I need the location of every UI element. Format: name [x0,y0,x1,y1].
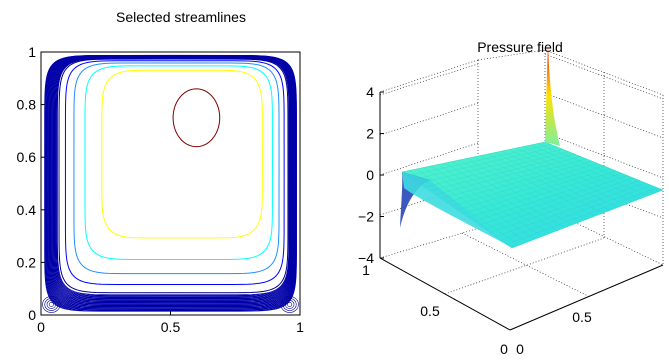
pressure-z-tick-label: 2 [366,126,374,142]
pressure-panel: Pressure field [358,39,664,357]
mesh-line [484,177,634,230]
pressure-z-tick-label: −4 [358,250,374,266]
mesh-line [516,147,633,202]
streamline-contour [56,58,290,297]
streamline-contour [49,56,294,305]
x-axis-line [379,257,511,331]
streamline-contour [46,55,296,309]
streamlines-y-tick-label: 0.8 [17,97,37,113]
mesh-line [487,153,603,214]
surface-peak [545,44,560,146]
grid-z4-left [379,63,479,96]
secondary-eddy [42,296,61,313]
pressure-z-tick-label: 0 [366,167,374,183]
mesh-line [502,150,618,208]
streamline-contour [45,55,296,310]
secondary-eddy [284,300,295,309]
pressure-z-tick-label: −2 [358,209,374,225]
secondary-eddy [280,296,299,313]
streamline-contour [50,56,294,304]
streamline-contour [44,55,297,312]
streamlines-title: Selected streamlines [116,9,246,25]
streamlines-y-tick-label: 0.4 [17,202,37,218]
streamline-contour [54,57,291,299]
pressure-x-tick-label: 0.5 [572,309,592,325]
streamline-contour [51,56,293,303]
streamline-contour [52,57,292,301]
streamline-contour [101,69,263,239]
streamlines-y-tick-label: 0.6 [17,149,37,165]
streamlines-x-tick-label: 1 [296,319,304,335]
streamline-contour [53,57,292,300]
mesh-line [537,143,656,194]
mesh-line [467,170,616,218]
grid-z0-left [379,142,479,176]
back-top-left [379,59,479,93]
streamlines-y-tick-label: 0.2 [17,254,37,270]
pressure-y-tick-label: 1 [362,262,370,278]
mesh-line [523,146,641,199]
y-axis-line [509,264,664,331]
pressure-y-ticks: 00.51 [362,262,524,357]
streamlines-y-tick-label: 0 [28,307,36,323]
secondary-eddy [44,298,59,311]
mesh-line [495,182,646,237]
pressure-surface [400,44,664,249]
mesh-line [456,165,605,211]
secondary-eddy [48,302,54,307]
grid-z2-right [544,92,664,139]
mesh-line [473,173,622,222]
streamline-contour [46,55,296,309]
floor-grid-x [444,237,605,295]
mesh-line [500,185,652,241]
mesh-line [494,152,611,211]
streamlines-x-tick-label: 0.5 [161,319,181,335]
pressure-y-tick-label: 0.5 [420,303,440,319]
streamline-contour [51,56,293,303]
back-top-right [477,49,546,61]
mesh-line [530,144,648,196]
pressure-z-tick-label: 4 [366,84,374,100]
pressure-z-ticks: −4 −2 0 2 4 [358,84,384,266]
grid-z0-right [544,132,664,179]
mesh-line [506,187,658,245]
streamlines-panel: Selected streamlines 0 0.5 1 00.20.40.60.8… [17,9,305,335]
mesh-line [478,175,628,226]
streamlines-y-ticks: 0 0.2 0.4 0.6 0.8 1 [17,44,45,323]
streamline-contour [84,65,273,260]
streamline-contour [54,57,291,299]
pressure-y-tick-label: 0 [516,341,524,357]
surface-mesh [407,143,658,246]
streamline-contour [58,58,289,294]
streamline-contour [55,57,291,297]
streamline-contour [64,60,285,286]
streamline-contour [52,56,293,302]
mesh-line [509,149,626,205]
streamline-contours [42,54,299,313]
streamline-contour [49,56,294,305]
streamlines-y-tick-label: 1 [28,44,36,60]
streamline-contour [50,56,294,304]
pressure-x-tick-label: 0 [500,341,508,357]
streamline-contour [55,57,291,298]
streamline-contour [172,88,221,148]
streamline-contour [73,62,280,275]
pressure-x-ticks: 00.5 [500,309,592,357]
streamline-contour [52,57,292,301]
mesh-line [480,155,596,217]
streamline-contour [53,57,292,300]
grid-z2-left [379,102,479,136]
mesh-line [462,168,610,214]
mesh-line [489,180,640,233]
streamline-contour [44,54,297,312]
streamlines-x-ticks: 0 0.5 1 [37,311,304,335]
grid-z4-right [544,53,664,100]
streamlines-x-tick-label: 0 [37,319,45,335]
secondary-eddy [287,302,293,307]
secondary-eddy [46,300,57,309]
secondary-eddy [282,298,297,311]
pressure-title: Pressure field [477,39,563,55]
